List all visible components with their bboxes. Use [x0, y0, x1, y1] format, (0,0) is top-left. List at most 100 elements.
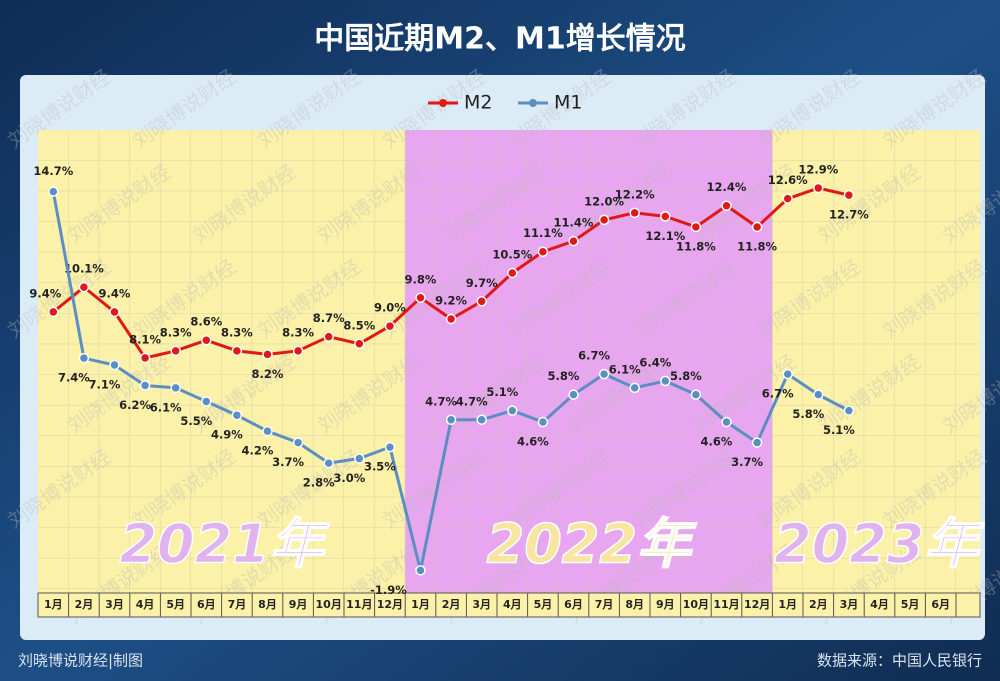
data-point	[660, 375, 671, 387]
data-point	[323, 457, 334, 469]
x-tick-label: 4月	[503, 598, 522, 611]
data-point	[629, 382, 640, 394]
data-point	[813, 389, 824, 400]
data-point	[721, 416, 732, 428]
data-label: 6.4%	[639, 355, 671, 369]
data-point	[231, 409, 243, 421]
data-label: 8.7%	[313, 311, 345, 325]
data-point	[415, 565, 426, 576]
data-label: 8.2%	[252, 367, 284, 381]
data-label: 3.0%	[333, 471, 365, 485]
x-tick-label: 9月	[289, 598, 308, 611]
data-label: 14.7%	[33, 164, 73, 178]
data-label: 12.6%	[768, 173, 808, 187]
data-label: 8.6%	[190, 315, 222, 329]
source: 数据来源：中国人民银行	[817, 652, 982, 670]
data-point	[48, 306, 59, 318]
x-tick-label: 4月	[870, 598, 889, 611]
data-point	[690, 221, 702, 233]
x-tick-label: 5月	[534, 598, 553, 611]
data-point	[445, 313, 457, 325]
x-tick-label: 12月	[744, 598, 770, 611]
data-label: 11.4%	[554, 216, 594, 230]
data-point	[231, 345, 243, 357]
x-tick-label: 8月	[258, 598, 277, 611]
data-point	[323, 331, 334, 342]
data-label: 5.1%	[823, 423, 855, 437]
data-label: 12.2%	[615, 187, 655, 201]
data-point	[354, 338, 365, 350]
data-point	[139, 352, 151, 364]
data-point	[476, 414, 487, 426]
data-point	[568, 235, 579, 247]
data-point	[78, 281, 90, 293]
data-point	[690, 389, 702, 400]
data-label: 4.2%	[242, 444, 274, 458]
data-point	[292, 345, 304, 357]
x-tick-label: 1月	[778, 598, 797, 611]
data-point	[507, 405, 518, 416]
data-label: 6.7%	[578, 349, 610, 363]
data-label: 10.1%	[64, 262, 104, 276]
data-point	[507, 267, 518, 279]
data-label: 12.7%	[829, 208, 869, 222]
x-tick-label: 3月	[472, 598, 491, 611]
data-label: 9.8%	[405, 272, 437, 286]
data-label: 4.7%	[456, 394, 488, 408]
data-label: 6.7%	[762, 387, 794, 401]
data-label: 5.8%	[548, 369, 580, 383]
data-label: 5.8%	[670, 369, 702, 383]
x-tick-label: 7月	[595, 598, 614, 611]
data-point	[201, 334, 212, 346]
x-tick-label: 4月	[136, 598, 155, 611]
data-point	[139, 380, 151, 391]
data-label: 9.7%	[466, 276, 498, 290]
x-tick-label: 11月	[713, 598, 739, 611]
data-point	[48, 186, 59, 197]
x-tick-label: 3月	[105, 598, 124, 611]
chart-title: 中国近期M2、M1增长情况	[314, 22, 685, 57]
data-point	[782, 193, 793, 204]
data-point	[537, 416, 549, 428]
data-label: 8.3%	[221, 325, 253, 339]
data-point	[384, 441, 396, 453]
data-label: 9.2%	[435, 293, 467, 307]
data-point	[629, 207, 640, 219]
legend-marker	[439, 99, 447, 107]
data-point	[660, 211, 671, 222]
data-label: 3.5%	[364, 460, 396, 474]
data-label: 6.2%	[119, 398, 151, 412]
year-label: 2022年	[487, 513, 697, 576]
data-label: 7.4%	[58, 371, 90, 385]
data-label: 5.1%	[486, 385, 518, 399]
data-point	[568, 389, 579, 400]
data-point	[78, 352, 90, 364]
data-point	[721, 200, 732, 211]
data-point	[354, 453, 365, 464]
data-point	[843, 189, 855, 201]
data-label: 7.1%	[89, 378, 121, 392]
grid	[38, 130, 980, 593]
data-label: 6.1%	[150, 400, 182, 414]
data-label: 9.4%	[99, 286, 131, 300]
data-point	[201, 396, 212, 407]
x-tick-label: 11月	[346, 598, 372, 611]
x-tick-label: 3月	[840, 598, 859, 611]
x-tick-label: 10月	[316, 598, 342, 611]
x-tick-label: 6月	[197, 598, 216, 611]
data-point	[170, 345, 181, 357]
data-point	[170, 382, 181, 394]
data-point	[751, 437, 763, 448]
data-label: 11.8%	[676, 239, 716, 253]
data-point	[415, 292, 426, 304]
x-tick-label: 2月	[75, 598, 94, 611]
data-point	[843, 405, 855, 416]
data-label: 4.6%	[701, 435, 733, 449]
data-label: 8.5%	[343, 318, 375, 332]
x-tick-label: 2月	[442, 598, 461, 611]
data-label: 12.4%	[707, 180, 747, 194]
x-tick-label: 8月	[625, 598, 644, 611]
data-label: 9.4%	[29, 286, 61, 300]
legend-label: M2	[464, 92, 492, 114]
data-point	[262, 425, 273, 437]
